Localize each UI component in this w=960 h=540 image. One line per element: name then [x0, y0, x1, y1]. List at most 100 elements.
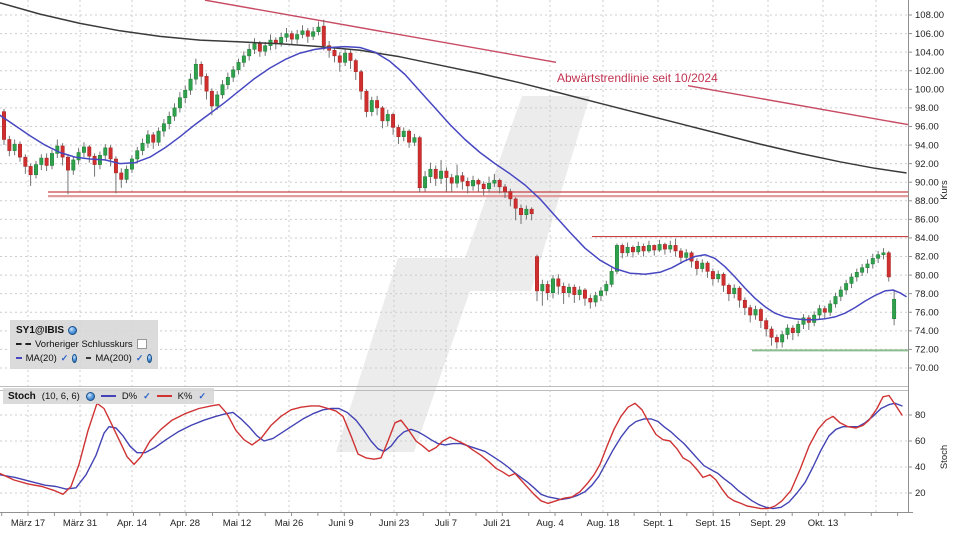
candle-down: [444, 170, 449, 178]
candle-down: [119, 172, 124, 180]
candle-up: [577, 289, 582, 295]
date-axis-label: Okt. 13: [808, 518, 839, 529]
stoch-params: (10, 6, 6): [41, 390, 80, 402]
candle-down: [108, 147, 113, 160]
candle-up: [817, 308, 822, 316]
candle-up: [785, 327, 790, 335]
candle-up: [124, 168, 129, 180]
candle-up: [854, 272, 859, 278]
ma20-check-icon[interactable]: ✓: [60, 352, 69, 363]
candle-down: [92, 155, 97, 165]
candle-up: [295, 34, 300, 40]
candle-down: [561, 286, 566, 294]
candle-down: [508, 191, 513, 200]
globe-icon[interactable]: [85, 391, 95, 401]
candle-down: [113, 158, 118, 174]
candle-up: [684, 252, 689, 258]
price-axis-label: 92.00: [915, 159, 939, 170]
candle-up: [551, 278, 555, 294]
candle-down: [337, 55, 342, 63]
candle-down: [572, 286, 577, 295]
globe-icon[interactable]: [68, 325, 78, 335]
downtrend-line: [204, 0, 909, 126]
stoch-k-check-icon[interactable]: ✓: [198, 390, 207, 401]
date-axis-label: Juli 21: [483, 518, 510, 529]
stoch-d-check-icon[interactable]: ✓: [143, 390, 151, 401]
globe-icon[interactable]: [72, 353, 77, 363]
price-axis-label: 88.00: [915, 196, 939, 207]
candle-down: [726, 285, 731, 294]
candle-down: [417, 137, 422, 189]
candle-up: [225, 76, 230, 85]
price-axis-label: 82.00: [915, 252, 939, 263]
candle-down: [705, 262, 710, 272]
candle-up: [401, 130, 406, 137]
candle-up: [636, 246, 641, 253]
candle-down: [289, 33, 294, 40]
candle-up: [412, 137, 417, 143]
ma20-label: MA(20): [25, 352, 57, 364]
stoch-title: Stoch: [8, 390, 36, 402]
candle-up: [82, 146, 86, 153]
candle-up: [428, 168, 433, 177]
candle-down: [721, 273, 726, 286]
candle-up: [870, 258, 875, 265]
prev-close-swatch: [16, 343, 31, 345]
ma200-label: MA(200): [95, 352, 132, 364]
date-axis-label: Sept. 15: [695, 518, 730, 529]
price-axis-label: 94.00: [915, 140, 939, 151]
candle-up: [145, 134, 150, 144]
date-axis-label: Mai 12: [223, 518, 252, 529]
candle-down: [758, 309, 763, 321]
candle-up: [241, 55, 246, 63]
candle-up: [300, 30, 305, 35]
candle-down: [257, 43, 262, 52]
candle-up: [753, 309, 758, 316]
price-axis-label: 96.00: [915, 122, 939, 133]
candle-down: [28, 166, 33, 176]
candle-down: [465, 181, 470, 187]
ma200-swatch: [85, 357, 92, 359]
candle-up: [343, 52, 348, 63]
candle-up: [369, 100, 374, 112]
candle-up: [625, 246, 630, 254]
candle-down: [2, 111, 6, 140]
price-axis-label: 98.00: [915, 103, 939, 114]
candle-up: [455, 175, 460, 184]
candle-down: [449, 177, 454, 184]
candle-down: [790, 327, 795, 333]
candle-up: [129, 158, 134, 170]
candle-up: [838, 289, 843, 297]
candle-up: [103, 147, 108, 156]
candle-up: [615, 245, 619, 272]
candle-down: [673, 245, 678, 252]
candle-up: [668, 245, 673, 250]
candle-down: [481, 183, 486, 189]
candle-up: [796, 324, 801, 333]
candle-up: [385, 114, 390, 122]
stoch-axis-label: 80: [915, 410, 926, 421]
candle-up: [471, 180, 475, 187]
candle-up: [892, 299, 897, 320]
candle-down: [380, 107, 385, 122]
ma200-check-icon[interactable]: ✓: [135, 352, 144, 363]
candle-down: [748, 307, 753, 316]
candle-up: [828, 303, 833, 313]
candle-down: [476, 180, 481, 185]
candle-up: [12, 143, 17, 151]
date-axis-label: Sept. 1: [643, 518, 673, 529]
candle-down: [641, 246, 646, 252]
stoch-axis-label: 20: [915, 488, 926, 499]
prev-close-checkbox[interactable]: [136, 339, 147, 349]
candle-down: [332, 50, 337, 57]
candle-down: [556, 278, 561, 287]
stoch-k-swatch: [156, 395, 172, 397]
main-chart-legend: SY1@IBIS Vorheriger Schlusskurs MA(20) ✓…: [10, 320, 158, 369]
globe-icon[interactable]: [147, 353, 152, 363]
price-axis-label: 100.00: [915, 85, 944, 96]
trendline-annotation: Abwärtstrendlinie seit 10/2024: [557, 71, 718, 85]
candle-up: [439, 170, 444, 179]
candle-down: [774, 337, 779, 343]
